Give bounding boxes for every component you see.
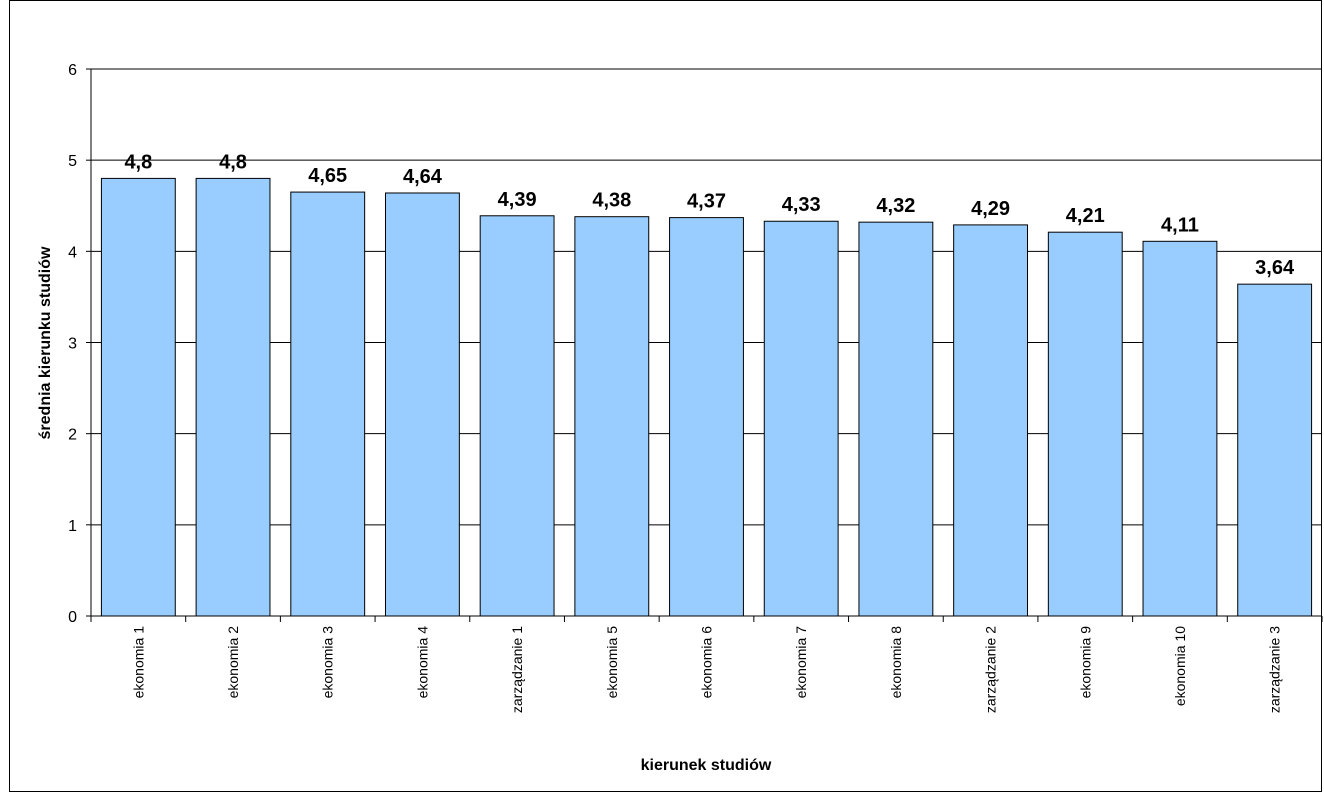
bar (100, 177, 176, 617)
x-tick-label: ekonomia 7 (793, 626, 809, 699)
x-tick-label: zarządzanie 2 (983, 626, 999, 713)
bar (290, 191, 366, 617)
x-tick-label: ekonomia 8 (888, 626, 904, 699)
data-label: 4,8 (219, 151, 247, 173)
labels: 0 1 2 3 4 5 6 4,8 ekonomia 1 4,8 ekonomia 2 4,65 eko… (68, 62, 1295, 713)
x-axis-label: kierunek studiów (641, 757, 772, 774)
data-label: 4,33 (782, 194, 821, 216)
x-tick-label: ekonomia 1 (130, 626, 146, 699)
bar (763, 220, 839, 617)
y-tick-label: 3 (68, 336, 77, 353)
bars (100, 177, 1313, 617)
x-tick-label: ekonomia 5 (604, 626, 620, 699)
bar (953, 224, 1029, 617)
bar (1237, 283, 1313, 617)
bar (1047, 231, 1123, 617)
x-tick-label: ekonomia 4 (414, 626, 430, 699)
data-label: 3,64 (1255, 257, 1295, 279)
y-tick-label: 4 (68, 244, 77, 261)
y-tick-label: 2 (68, 427, 77, 444)
data-label: 4,39 (498, 189, 537, 211)
bar (858, 221, 934, 617)
data-label: 4,29 (971, 198, 1010, 220)
bar (479, 215, 555, 617)
x-tick-label: ekonomia 9 (1077, 626, 1093, 699)
bar (1142, 240, 1218, 617)
data-label: 4,32 (876, 195, 915, 217)
x-tick-label: ekonomia 6 (699, 626, 715, 699)
x-tick-label: zarządzanie 1 (509, 626, 525, 713)
data-label: 4,8 (124, 151, 152, 173)
x-tick-label: zarządzanie 3 (1267, 626, 1283, 713)
y-axis-label: średnia kierunku studiów (37, 246, 54, 439)
data-label: 4,21 (1066, 205, 1105, 227)
data-label: 4,11 (1161, 214, 1199, 236)
x-tick-label: ekonomia 3 (320, 626, 336, 699)
y-tick-label: 6 (68, 62, 77, 79)
bar (384, 192, 460, 617)
x-tick-label: ekonomia 10 (1172, 626, 1188, 706)
y-tick-label: 5 (68, 153, 77, 170)
bar (669, 217, 744, 617)
y-tick-label: 0 (68, 609, 77, 626)
data-label: 4,37 (687, 191, 726, 213)
data-label: 4,38 (592, 190, 631, 212)
bar (195, 177, 271, 617)
y-tick-label: 1 (68, 518, 77, 535)
bar (574, 216, 650, 617)
axes (86, 68, 1323, 622)
x-tick-label: ekonomia 2 (225, 626, 241, 699)
data-label: 4,65 (308, 165, 347, 187)
data-label: 4,64 (403, 166, 443, 188)
